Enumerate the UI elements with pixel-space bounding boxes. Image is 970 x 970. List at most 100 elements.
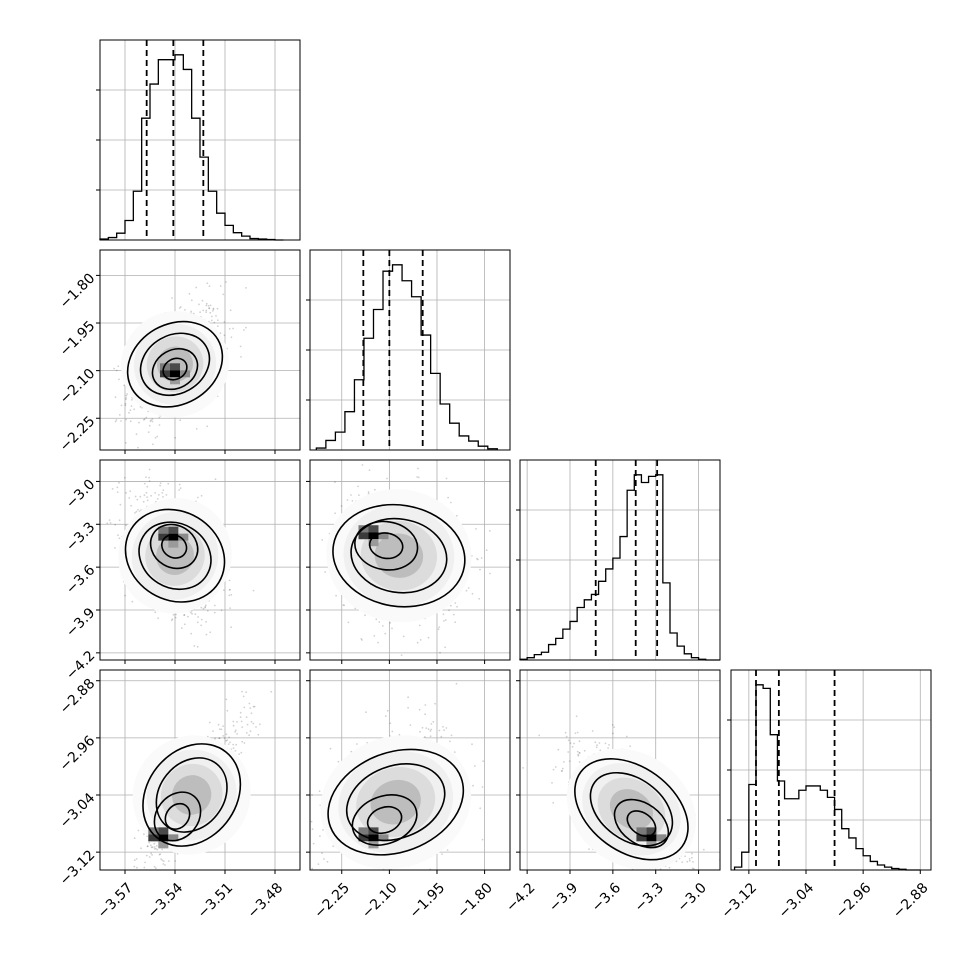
scatter-point bbox=[229, 309, 232, 312]
scatter-point bbox=[111, 488, 114, 490]
scatter-point bbox=[722, 866, 724, 868]
scatter-point bbox=[218, 728, 221, 730]
scatter-point bbox=[407, 885, 409, 887]
scatter-point bbox=[454, 621, 457, 623]
scatter-point bbox=[684, 855, 686, 858]
scatter-point bbox=[130, 878, 132, 880]
scatter-point bbox=[692, 882, 694, 884]
scatter-point bbox=[228, 736, 231, 739]
scatter-point bbox=[151, 854, 154, 856]
scatter-point bbox=[296, 797, 298, 799]
scatter-point bbox=[137, 508, 139, 511]
scatter-point bbox=[253, 705, 256, 708]
scatter-point bbox=[489, 572, 491, 575]
scatter-point bbox=[321, 852, 323, 855]
scatter-point bbox=[228, 589, 231, 591]
scatter-point bbox=[141, 877, 143, 879]
scatter-point bbox=[196, 621, 199, 624]
scatter-point bbox=[702, 848, 705, 851]
scatter-point bbox=[567, 751, 570, 753]
scatter-point bbox=[140, 847, 142, 850]
scatter-point bbox=[205, 621, 208, 623]
scatter-point bbox=[213, 611, 216, 614]
scatter-point bbox=[444, 646, 446, 649]
panel-content bbox=[100, 250, 300, 450]
scatter-point bbox=[565, 735, 568, 738]
scatter-point bbox=[143, 482, 146, 485]
scatter-point bbox=[441, 853, 443, 855]
hist-panel-p3 bbox=[516, 459, 721, 661]
scatter-point bbox=[162, 860, 165, 862]
scatter-point bbox=[323, 858, 325, 860]
scatter-point bbox=[577, 753, 580, 756]
scatter-point bbox=[208, 307, 210, 310]
y-tick-label: −2.10 bbox=[57, 366, 99, 408]
scatter-point bbox=[476, 557, 478, 560]
scatter-point bbox=[480, 557, 483, 559]
scatter-point bbox=[159, 482, 162, 484]
scatter-point bbox=[612, 732, 614, 735]
scatter-point bbox=[206, 425, 209, 428]
scatter-point bbox=[575, 715, 578, 718]
scatter-point bbox=[208, 285, 211, 287]
scatter-point bbox=[598, 742, 601, 744]
scatter-point bbox=[180, 627, 183, 629]
scatter-point bbox=[178, 489, 181, 491]
scatter-point bbox=[551, 782, 553, 784]
panel-frame bbox=[519, 459, 721, 661]
scatter-point bbox=[146, 845, 149, 848]
scatter-point bbox=[249, 707, 252, 709]
scatter-point bbox=[197, 616, 200, 618]
contour-line bbox=[142, 743, 242, 847]
scatter-point bbox=[378, 871, 380, 873]
scatter-point bbox=[685, 872, 687, 874]
density-peak-cell bbox=[158, 827, 169, 835]
scatter-point bbox=[688, 872, 690, 874]
scatter-point bbox=[685, 871, 687, 873]
panel-frame bbox=[309, 459, 511, 661]
panel-frame bbox=[99, 669, 301, 871]
scatter-point bbox=[205, 311, 208, 313]
scatter-point bbox=[442, 613, 445, 616]
scatter-point bbox=[386, 709, 389, 712]
x-tick-label: −2.88 bbox=[890, 880, 932, 922]
scatter-point bbox=[159, 871, 161, 873]
scatter-point bbox=[206, 282, 209, 285]
scatter-point bbox=[402, 635, 405, 638]
scatter-point bbox=[149, 420, 152, 423]
hist-panel-p2 bbox=[306, 249, 511, 451]
pair-panel-p1-p2 bbox=[96, 249, 301, 454]
density-peak-cell bbox=[148, 834, 159, 842]
scatter-point bbox=[205, 309, 208, 312]
scatter-point bbox=[361, 464, 364, 466]
x-tick-label: −3.54 bbox=[145, 880, 187, 922]
scatter-point bbox=[567, 739, 570, 742]
scatter-point bbox=[124, 442, 127, 444]
scatter-point bbox=[561, 767, 564, 770]
scatter-point bbox=[130, 405, 133, 407]
density-peak-cell bbox=[160, 363, 170, 371]
scatter-point bbox=[691, 856, 693, 859]
scatter-point bbox=[236, 733, 239, 735]
x-tick-label: −3.6 bbox=[589, 880, 624, 915]
scatter-point bbox=[139, 495, 142, 498]
scatter-point bbox=[125, 524, 127, 527]
scatter-point bbox=[400, 654, 403, 656]
scatter-point bbox=[340, 505, 343, 507]
scatter-point bbox=[205, 302, 208, 305]
scatter-point bbox=[381, 625, 384, 627]
scatter-point bbox=[445, 477, 448, 480]
scatter-point bbox=[434, 702, 436, 705]
y-tick-label: −2.88 bbox=[57, 676, 99, 718]
x-tick-label: −3.57 bbox=[95, 880, 137, 922]
scatter-point bbox=[660, 876, 662, 878]
scatter-point bbox=[227, 743, 230, 745]
scatter-point bbox=[368, 469, 371, 471]
scatter-point bbox=[357, 893, 359, 895]
x-tick-label: −2.10 bbox=[359, 880, 401, 922]
scatter-point bbox=[154, 492, 157, 494]
scatter-point bbox=[167, 860, 170, 862]
scatter-point bbox=[432, 720, 435, 723]
scatter-point bbox=[117, 365, 120, 368]
scatter-point bbox=[171, 297, 174, 299]
